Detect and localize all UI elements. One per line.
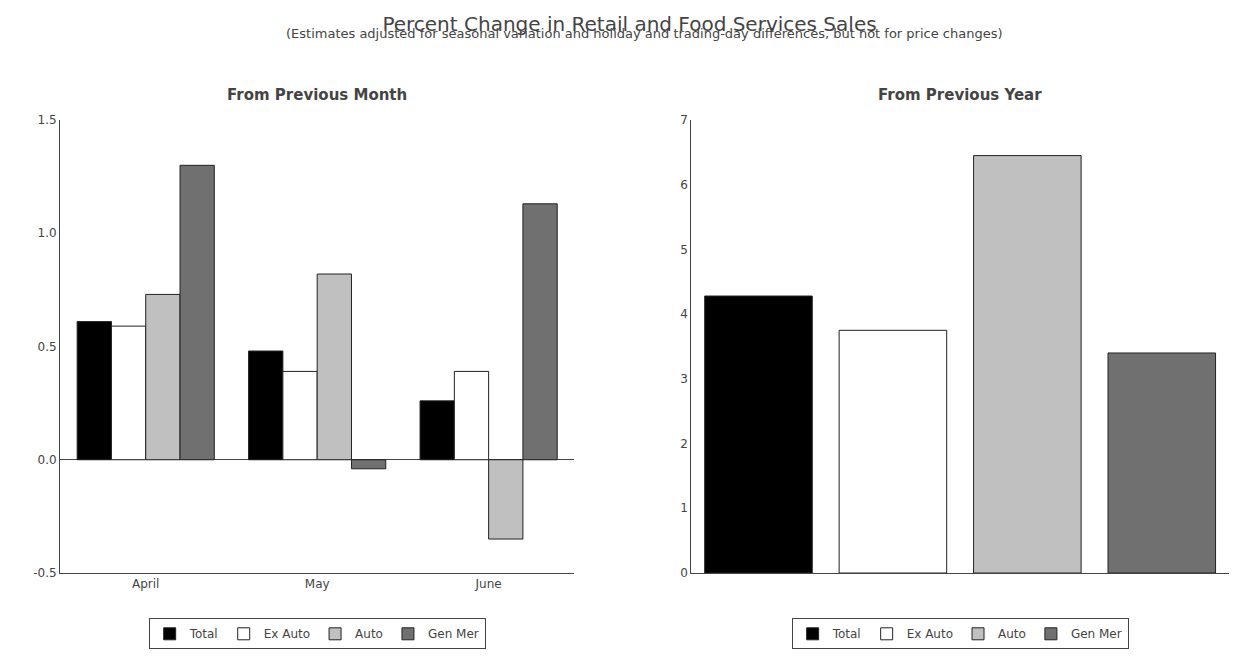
svg-text:0.0: 0.0 bbox=[38, 453, 57, 467]
svg-text:April: April bbox=[132, 577, 159, 591]
svg-text:From Previous Month: From Previous Month bbox=[227, 86, 407, 104]
svg-text:Ex Auto: Ex Auto bbox=[907, 627, 953, 641]
svg-text:Total: Total bbox=[189, 627, 218, 641]
svg-text:1.0: 1.0 bbox=[38, 226, 57, 240]
svg-text:(Estimates adjusted for season: (Estimates adjusted for seasonal variati… bbox=[286, 26, 1003, 41]
svg-text:7: 7 bbox=[680, 113, 688, 127]
svg-text:May: May bbox=[305, 577, 330, 591]
svg-text:Percent Change in Retail and F: Percent Change in Retail and Food Servic… bbox=[382, 12, 876, 36]
svg-text:Gen Mer: Gen Mer bbox=[428, 627, 479, 641]
svg-text:June: June bbox=[475, 577, 502, 591]
svg-text:5: 5 bbox=[680, 243, 688, 257]
svg-text:4: 4 bbox=[680, 307, 688, 321]
svg-text:Gen Mer: Gen Mer bbox=[1071, 627, 1122, 641]
svg-text:Total: Total bbox=[832, 627, 861, 641]
svg-text:0.5: 0.5 bbox=[38, 340, 57, 354]
svg-text:1: 1 bbox=[680, 501, 688, 515]
svg-text:From Previous Year: From Previous Year bbox=[878, 86, 1042, 104]
svg-text:-0.5: -0.5 bbox=[33, 566, 56, 580]
svg-text:6: 6 bbox=[680, 178, 688, 192]
svg-text:Auto: Auto bbox=[355, 627, 383, 641]
svg-text:0: 0 bbox=[680, 566, 688, 580]
svg-text:Ex Auto: Ex Auto bbox=[264, 627, 310, 641]
svg-text:3: 3 bbox=[680, 372, 688, 386]
svg-text:Auto: Auto bbox=[998, 627, 1026, 641]
svg-text:1.5: 1.5 bbox=[38, 113, 57, 127]
svg-text:2: 2 bbox=[680, 437, 688, 451]
